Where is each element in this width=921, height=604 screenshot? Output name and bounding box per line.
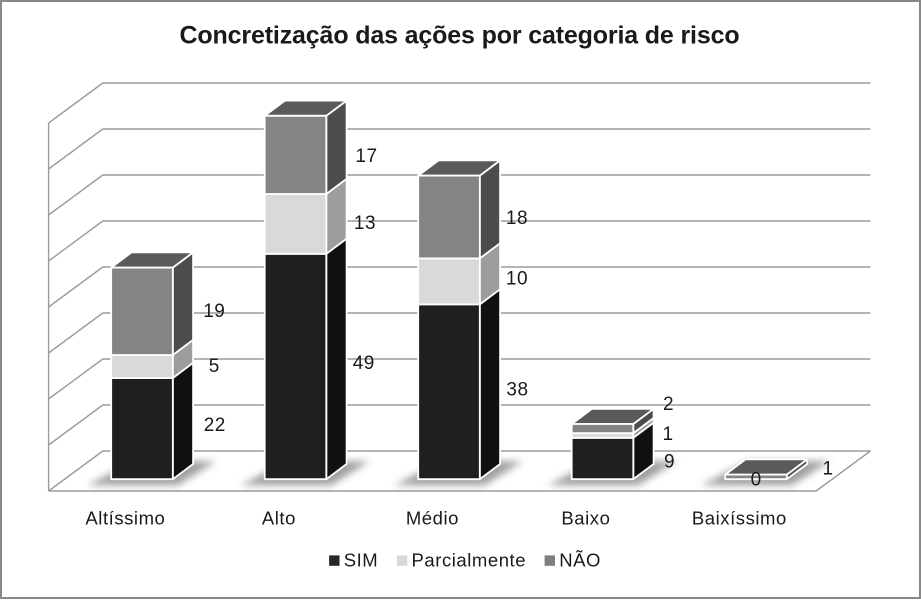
svg-text:Baixíssimo: Baixíssimo (692, 507, 787, 528)
svg-text:5: 5 (209, 356, 220, 377)
svg-text:2: 2 (663, 394, 674, 415)
svg-text:49: 49 (353, 353, 375, 374)
svg-text:Parcialmente: Parcialmente (412, 550, 527, 571)
svg-text:Baixo: Baixo (561, 507, 610, 528)
svg-text:22: 22 (204, 415, 226, 436)
svg-text:Médio: Médio (406, 507, 459, 528)
svg-text:NÃO: NÃO (559, 550, 601, 571)
svg-text:9: 9 (664, 452, 675, 473)
svg-text:1: 1 (662, 424, 673, 445)
svg-text:10: 10 (506, 269, 528, 290)
svg-text:Alto: Alto (262, 507, 296, 528)
svg-text:18: 18 (506, 208, 528, 229)
svg-text:17: 17 (355, 146, 377, 167)
svg-text:0: 0 (751, 470, 762, 491)
svg-text:SIM: SIM (344, 550, 379, 571)
svg-text:1: 1 (822, 458, 833, 479)
svg-text:38: 38 (506, 380, 528, 401)
svg-text:Altíssimo: Altíssimo (85, 507, 165, 528)
svg-text:Concretização das ações por ca: Concretização das ações por categoria de… (180, 21, 740, 49)
svg-text:19: 19 (203, 301, 225, 322)
svg-text:13: 13 (354, 213, 376, 234)
